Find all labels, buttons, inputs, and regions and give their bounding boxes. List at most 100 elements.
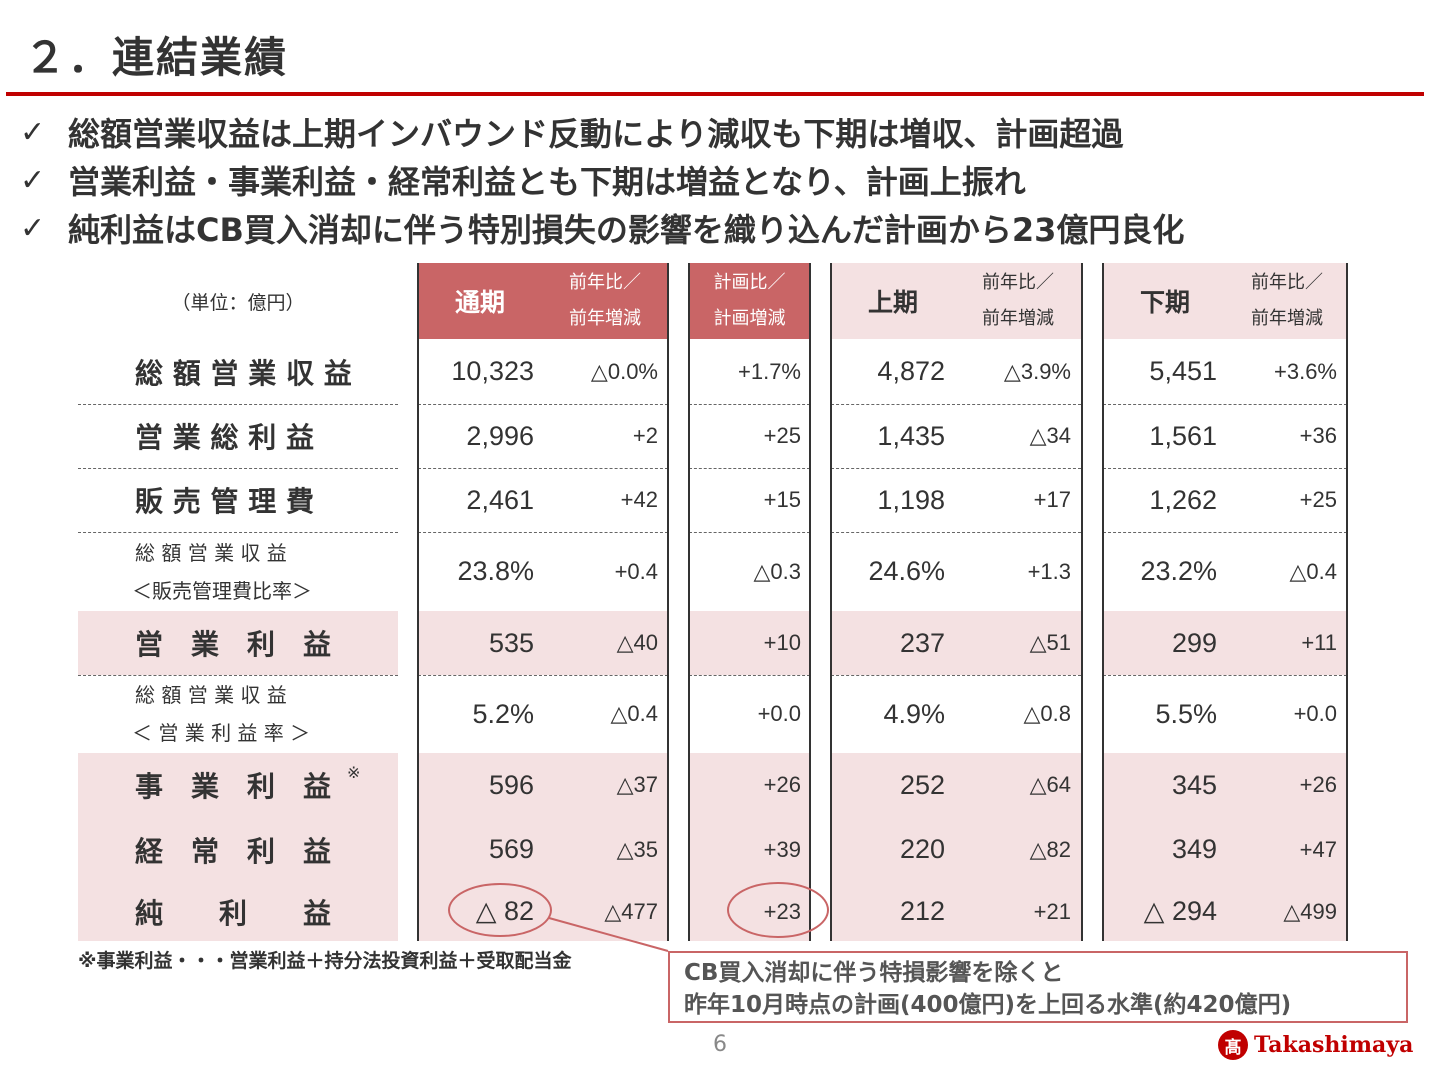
cell-h1: 1,435 [877, 420, 945, 451]
cell-h2: 345 [1171, 769, 1217, 800]
row-highlight [418, 611, 668, 675]
bullet-item: ✓ 営業利益・事業利益・経常利益とも下期は増益となり、計画上振れ [20, 156, 1184, 204]
unit-label: （単位：億円） [171, 291, 305, 314]
cell-h2-chg: +25 [1299, 487, 1337, 512]
row-label: 事 業 利 益 ※ [78, 753, 398, 817]
check-icon: ✓ [20, 114, 46, 150]
row-label-text: 総 額 営 業 収 益 [135, 356, 352, 390]
cell-h1-chg: +17 [1033, 487, 1071, 512]
row-highlight [831, 817, 1081, 882]
header-h1-yoy: 前年比／ 前年増減 [982, 272, 1054, 329]
row-highlight [831, 753, 1081, 817]
row-label-line-2: ＜販売管理費比率＞ [132, 578, 312, 603]
row-separator [418, 404, 668, 405]
row-label-line-2: ＜ 営 業 利 益 率 ＞ [132, 721, 311, 745]
cell-h1-chg: +21 [1033, 898, 1071, 924]
cell-plan: +25 [763, 423, 801, 448]
logo-wordmark: Takashimaya [1254, 1032, 1414, 1058]
row-label: 純 利 益 [78, 882, 398, 941]
row-separator [418, 532, 668, 533]
cell-plan: +10 [763, 630, 801, 655]
cell-h1: 237 [899, 627, 945, 658]
row-separator [689, 532, 810, 533]
bullet-list: ✓ 総額営業収益は上期インバウンド反動により減収も下期は増収、計画超過 ✓ 営業利益… [20, 108, 1184, 252]
row-highlight [1103, 753, 1347, 817]
bullet-text: 総額営業収益は上期インバウンド反動により減収も下期は増収、計画超過 [68, 115, 1124, 153]
row-separator [689, 468, 810, 469]
check-icon: ✓ [20, 162, 46, 198]
row-label-text: 経 常 利 益 [135, 834, 332, 868]
cell-h2-chg: △0.4 [1289, 558, 1337, 584]
page-title: ２．連結業績 [24, 33, 289, 82]
row-separator [78, 468, 398, 469]
row-separator [831, 404, 1081, 405]
row-highlight [1103, 611, 1347, 675]
header-h2-yoy: 前年比／ 前年増減 [1251, 272, 1323, 329]
cell-h1-chg: +1.3 [1027, 558, 1071, 584]
cell-h1: 1,198 [877, 484, 945, 515]
column-divider [417, 263, 419, 941]
cell-plan: +26 [763, 772, 801, 797]
column-divider [809, 263, 811, 941]
cell-h1-chg: △82 [1029, 836, 1071, 862]
bullet-text: 営業利益・事業利益・経常利益とも下期は増益となり、計画上振れ [68, 163, 1026, 201]
cell-h1-chg: △34 [1029, 423, 1071, 448]
column-divider [688, 263, 690, 941]
header-full-yoy: 前年比／ 前年増減 [569, 272, 641, 329]
cell-h1: 4,872 [877, 356, 945, 386]
cell-h2-chg: +3.6% [1274, 358, 1337, 384]
title-underline [6, 92, 1424, 96]
row-highlight [78, 611, 398, 675]
column-divider [667, 263, 669, 941]
row-label-text: 事 業 利 益 [135, 770, 332, 803]
cell-h2: 1,262 [1149, 484, 1217, 515]
row-highlight [78, 753, 398, 817]
row-separator [78, 532, 398, 533]
row-highlight [1103, 817, 1347, 882]
row-label: 総 額 営 業 収 益 ＜ 営 業 利 益 率 ＞ [78, 675, 398, 753]
cell-h2: 349 [1171, 834, 1217, 864]
row-separator [1103, 404, 1347, 405]
header-h2-block: 下期 前年比／ 前年増減 [1103, 263, 1347, 339]
row-label-text: 営 業 総 利 益 [135, 421, 314, 454]
header-full-year-block: 通期 前年比／ 前年増減 [418, 263, 668, 339]
cell-h2-chg: △499 [1283, 898, 1337, 924]
cell-h1-chg: △51 [1029, 630, 1071, 655]
company-logo: 髙 Takashimaya [1218, 1030, 1413, 1060]
row-separator [1103, 468, 1347, 469]
bullet-item: ✓ 総額営業収益は上期インバウンド反動により減収も下期は増収、計画超過 [20, 108, 1184, 156]
row-label-line-1: 総 額 営 業 収 益 [135, 683, 287, 707]
cell-full: 569 [488, 834, 534, 864]
cell-h1-chg: △3.9% [1003, 358, 1071, 384]
header-h2: 下期 [1139, 288, 1190, 317]
row-label-line-1: 総 額 営 業 収 益 [135, 540, 287, 565]
header-full-year: 通期 [454, 288, 505, 317]
row-separator [1103, 532, 1347, 533]
cell-full: 2,461 [466, 484, 534, 515]
cell-full-chg: △35 [616, 836, 658, 862]
cell-full-chg: △40 [616, 630, 658, 655]
row-separator [689, 404, 810, 405]
cell-h2: 1,561 [1149, 420, 1217, 451]
row-label: 営 業 総 利 益 [78, 404, 398, 468]
callout-line-1: CB買入消却に伴う特損影響を除くと [684, 960, 1064, 986]
cell-full-chg: △0.0% [590, 358, 658, 384]
cell-h1: 220 [899, 834, 945, 864]
cell-h2: 23.2% [1140, 556, 1217, 586]
cell-h2-chg: +26 [1299, 772, 1337, 797]
row-note-mark: ※ [347, 763, 361, 782]
callout-box: CB買入消却に伴う特損影響を除くと 昨年10月時点の計画(400億円)を上回る水… [668, 951, 1408, 1023]
row-highlight [689, 753, 810, 817]
cell-h2-chg: +47 [1299, 836, 1337, 862]
row-separator [831, 675, 1081, 676]
cell-h2-chg: +36 [1299, 423, 1337, 448]
cell-full-chg: △477 [604, 898, 658, 924]
row-label: 総 額 営 業 収 益 [78, 339, 398, 404]
cell-h1-chg: △64 [1029, 772, 1071, 797]
cell-h1: 212 [899, 896, 945, 926]
row-highlight [418, 753, 668, 817]
cell-h2: 5.5% [1155, 698, 1217, 729]
row-label: 販 売 管 理 費 [78, 468, 398, 532]
row-label: 営 業 利 益 [78, 611, 398, 675]
cell-plan: +15 [763, 487, 801, 512]
